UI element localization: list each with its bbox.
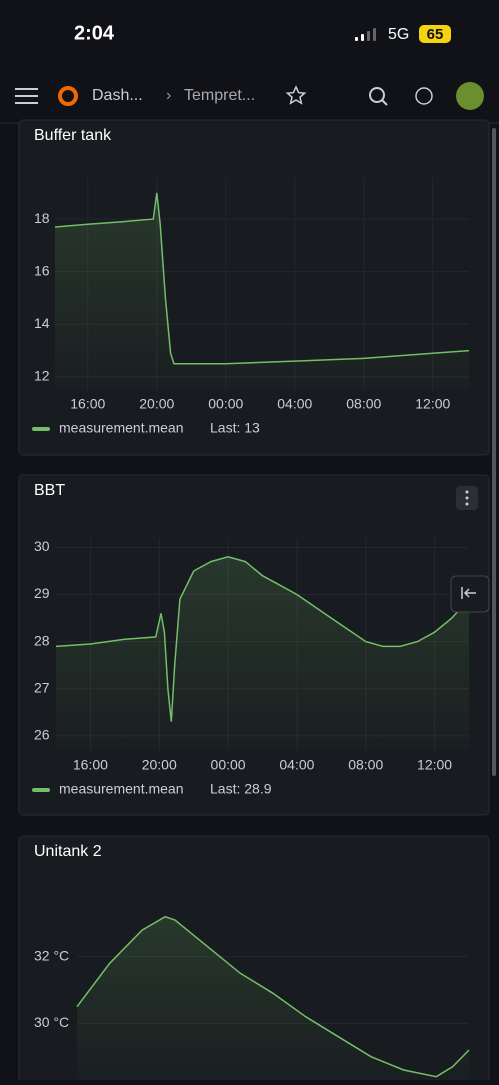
x-tick-label: 16:00 xyxy=(73,757,108,773)
help-button[interactable] xyxy=(415,87,433,105)
battery-level: 65 xyxy=(427,26,444,43)
y-tick-label: 18 xyxy=(34,210,50,226)
collapse-button[interactable] xyxy=(450,575,490,613)
line xyxy=(54,192,470,365)
y-tick-label: 32 °C xyxy=(34,947,69,963)
menu-dot xyxy=(465,502,469,506)
y-tick-label: 29 xyxy=(34,585,50,601)
x-tick-label: 04:00 xyxy=(277,396,312,412)
menu-dot xyxy=(465,496,469,500)
line xyxy=(55,556,470,722)
x-tick-label: 20:00 xyxy=(139,396,174,412)
legend-stat: Last: 28.9 xyxy=(210,781,272,797)
collapse-icon xyxy=(461,587,476,599)
area xyxy=(55,192,469,390)
x-tick-label: 12:00 xyxy=(415,396,450,412)
clock: 2:04 xyxy=(74,22,115,44)
logo[interactable] xyxy=(58,86,78,106)
area xyxy=(77,916,469,1080)
y-tick-label: 27 xyxy=(34,679,50,695)
y-tick-label: 12 xyxy=(34,368,50,384)
breadcrumb-2[interactable]: Tempret... xyxy=(184,87,255,104)
legend-name: measurement.mean xyxy=(59,781,184,797)
battery xyxy=(419,25,451,43)
x-tick-label: 20:00 xyxy=(142,757,177,773)
area xyxy=(56,556,469,750)
network: 5G xyxy=(388,26,409,43)
panel-title: BBT xyxy=(34,482,65,499)
y-tick-label: 30 °C xyxy=(34,1014,69,1030)
x-tick-label: 08:00 xyxy=(346,396,381,412)
x-tick-label: 00:00 xyxy=(211,757,246,773)
scrollbar xyxy=(492,128,496,776)
y-tick-label: 14 xyxy=(34,315,50,331)
x-tick-label: 00:00 xyxy=(208,396,243,412)
separator: › xyxy=(166,87,171,104)
menu-dot xyxy=(465,490,469,494)
y-tick-label: 26 xyxy=(34,727,50,743)
breadcrumb-1[interactable]: Dash... xyxy=(92,87,143,104)
x-tick-label: 04:00 xyxy=(279,757,314,773)
legend-name: measurement.mean xyxy=(59,420,184,436)
y-tick-label: 28 xyxy=(34,632,50,648)
menu-button[interactable] xyxy=(15,88,38,104)
x-tick-label: 16:00 xyxy=(70,396,105,412)
x-tick-label: 12:00 xyxy=(417,757,452,773)
panel-title: Buffer tank xyxy=(34,127,112,144)
signal xyxy=(355,28,376,41)
panel-title: Unitank 2 xyxy=(34,843,102,860)
star-button[interactable] xyxy=(285,85,307,105)
y-tick-label: 16 xyxy=(34,262,50,278)
legend-stat: Last: 13 xyxy=(210,420,260,436)
search-button[interactable] xyxy=(369,87,388,106)
x-tick-label: 08:00 xyxy=(348,757,383,773)
avatar[interactable] xyxy=(456,82,484,110)
y-tick-label: 30 xyxy=(34,538,50,554)
line xyxy=(76,915,470,1078)
